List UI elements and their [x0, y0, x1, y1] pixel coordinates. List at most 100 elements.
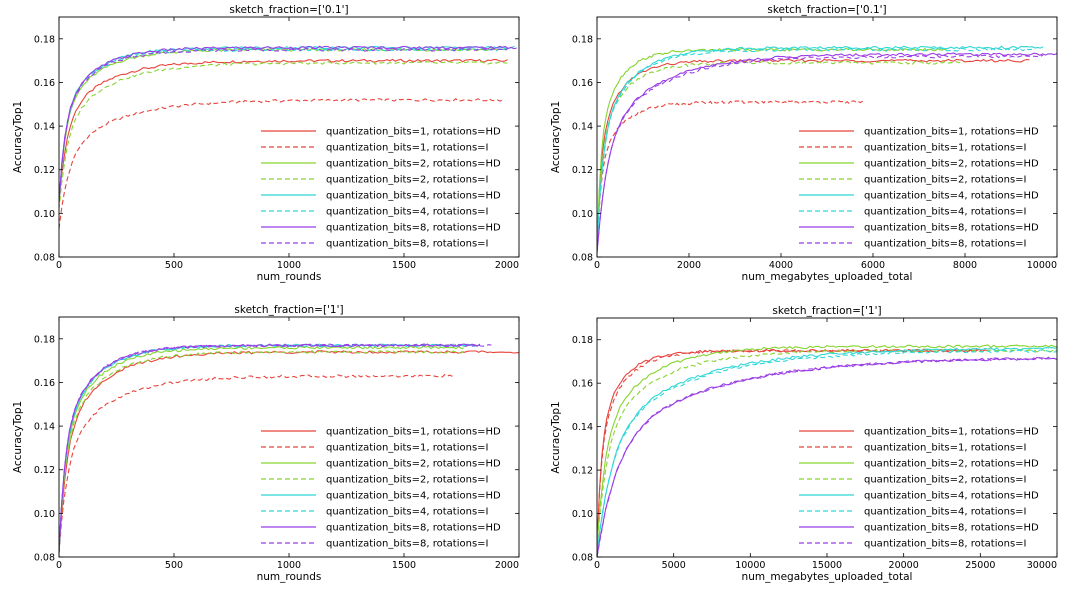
legend-entry: quantization_bits=1, rotations=I	[326, 443, 489, 454]
legend-entry: quantization_bits=4, rotations=HD	[326, 191, 501, 202]
legend-entry: quantization_bits=1, rotations=I	[326, 143, 489, 154]
legend-entry: quantization_bits=1, rotations=I	[864, 143, 1027, 154]
y-tick-label: 0.12	[34, 465, 55, 476]
series-line	[597, 54, 1044, 253]
y-tick-label: 0.10	[572, 509, 593, 520]
legend: quantization_bits=1, rotations=HD quantiz…	[799, 427, 1039, 550]
series-line	[597, 344, 1057, 547]
x-tick-label: 5000	[662, 560, 686, 571]
series-line	[597, 60, 961, 247]
y-tick-label: 0.18	[572, 34, 593, 45]
y-tick-label: 0.14	[572, 422, 593, 433]
x-axis-label: num_rounds	[257, 571, 322, 583]
legend-entry: quantization_bits=1, rotations=HD	[864, 127, 1039, 138]
legend-entry: quantization_bits=4, rotations=I	[864, 507, 1027, 518]
y-tick-label: 0.14	[34, 122, 55, 133]
series-line	[59, 97, 504, 229]
legend-entry: quantization_bits=8, rotations=HD	[864, 523, 1039, 534]
y-tick-label: 0.18	[572, 335, 593, 346]
x-tick-label: 8000	[953, 260, 977, 271]
legend-entry: quantization_bits=1, rotations=HD	[326, 127, 501, 138]
chart-title: sketch_fraction=['1']	[234, 304, 343, 316]
y-axis-label: AccuracyTop1	[550, 101, 562, 173]
legend-entry: quantization_bits=1, rotations=HD	[326, 427, 501, 438]
x-tick-label: 1000	[277, 260, 301, 271]
series-line	[597, 356, 1057, 557]
y-tick-label: 0.16	[34, 78, 55, 89]
series-line	[59, 350, 465, 553]
series-line	[59, 60, 508, 210]
y-tick-label: 0.12	[572, 165, 593, 176]
chart-title: sketch_fraction=['0.1']	[229, 4, 348, 16]
series-line	[59, 350, 519, 553]
series-line	[59, 345, 464, 553]
x-axis-label: num_rounds	[257, 271, 322, 283]
legend-entry: quantization_bits=2, rotations=I	[864, 175, 1027, 186]
y-tick-label: 0.08	[572, 553, 593, 564]
legend-entry: quantization_bits=8, rotations=I	[864, 239, 1027, 250]
series-group	[597, 344, 1057, 557]
y-tick-label: 0.10	[34, 209, 55, 220]
chart-panel-3: sketch_fraction=['1'] 0 500 1000 1500 2000 0.0…	[12, 304, 520, 583]
y-tick-label: 0.10	[572, 209, 593, 220]
legend-entry: quantization_bits=8, rotations=I	[864, 539, 1027, 550]
legend-entry: quantization_bits=2, rotations=HD	[326, 159, 501, 170]
series-group	[59, 343, 519, 553]
y-tick-label: 0.08	[34, 253, 55, 264]
y-axis-label: AccuracyTop1	[12, 101, 24, 173]
x-tick-label: 10000	[735, 560, 765, 571]
chart-title: sketch_fraction=['0.1']	[767, 4, 886, 16]
legend-entry: quantization_bits=2, rotations=HD	[326, 459, 501, 470]
y-tick-label: 0.16	[572, 78, 593, 89]
legend-entry: quantization_bits=8, rotations=HD	[864, 223, 1039, 234]
chart-title: sketch_fraction=['1']	[772, 305, 881, 317]
series-line	[59, 58, 508, 203]
x-tick-label: 30000	[1027, 560, 1057, 571]
x-tick-label: 0	[594, 560, 600, 571]
y-tick-label: 0.10	[34, 509, 55, 520]
legend-entry: quantization_bits=8, rotations=HD	[326, 523, 501, 534]
legend-entry: quantization_bits=1, rotations=HD	[864, 427, 1039, 438]
legend-entry: quantization_bits=2, rotations=I	[326, 175, 489, 186]
series-line	[597, 58, 1030, 247]
legend-entry: quantization_bits=4, rotations=HD	[864, 491, 1039, 502]
series-line	[597, 347, 1057, 553]
x-tick-label: 1500	[392, 260, 416, 271]
legend-entry: quantization_bits=4, rotations=I	[864, 207, 1027, 218]
y-tick-label: 0.12	[34, 165, 55, 176]
legend-entry: quantization_bits=2, rotations=I	[864, 475, 1027, 486]
y-tick-label: 0.16	[34, 378, 55, 389]
legend-entry: quantization_bits=2, rotations=HD	[864, 159, 1039, 170]
series-line	[597, 349, 1057, 553]
x-tick-label: 0	[56, 560, 62, 571]
x-axis-label: num_megabytes_uploaded_total	[742, 271, 913, 283]
x-tick-label: 2000	[495, 560, 519, 571]
chart-panel-4: sketch_fraction=['1'] 0 5000 10000 15000 2000…	[550, 305, 1058, 583]
x-tick-label: 25000	[965, 560, 995, 571]
legend: quantization_bits=1, rotations=HD quantiz…	[261, 427, 501, 550]
series-line	[59, 47, 508, 203]
x-tick-label: 0	[56, 260, 62, 271]
series-line	[59, 343, 481, 553]
legend-entry: quantization_bits=2, rotations=HD	[864, 459, 1039, 470]
x-tick-label: 1000	[277, 560, 301, 571]
legend-entry: quantization_bits=4, rotations=I	[326, 207, 489, 218]
y-tick-label: 0.12	[572, 466, 593, 477]
x-tick-label: 10000	[1027, 260, 1057, 271]
legend: quantization_bits=1, rotations=HD quantiz…	[261, 127, 501, 250]
legend-entry: quantization_bits=1, rotations=I	[864, 443, 1027, 454]
legend-entry: quantization_bits=4, rotations=HD	[326, 491, 501, 502]
legend-entry: quantization_bits=8, rotations=I	[326, 539, 489, 550]
x-tick-label: 1500	[392, 560, 416, 571]
y-axis-label: AccuracyTop1	[550, 401, 562, 473]
series-line	[597, 52, 1057, 253]
y-tick-label: 0.18	[34, 334, 55, 345]
y-tick-label: 0.18	[34, 34, 55, 45]
y-tick-label: 0.08	[572, 253, 593, 264]
y-tick-label: 0.08	[34, 553, 55, 564]
series-line	[59, 45, 517, 203]
x-tick-label: 500	[165, 260, 183, 271]
legend-entry: quantization_bits=2, rotations=I	[326, 475, 489, 486]
series-line	[59, 47, 508, 203]
x-tick-label: 15000	[812, 560, 842, 571]
